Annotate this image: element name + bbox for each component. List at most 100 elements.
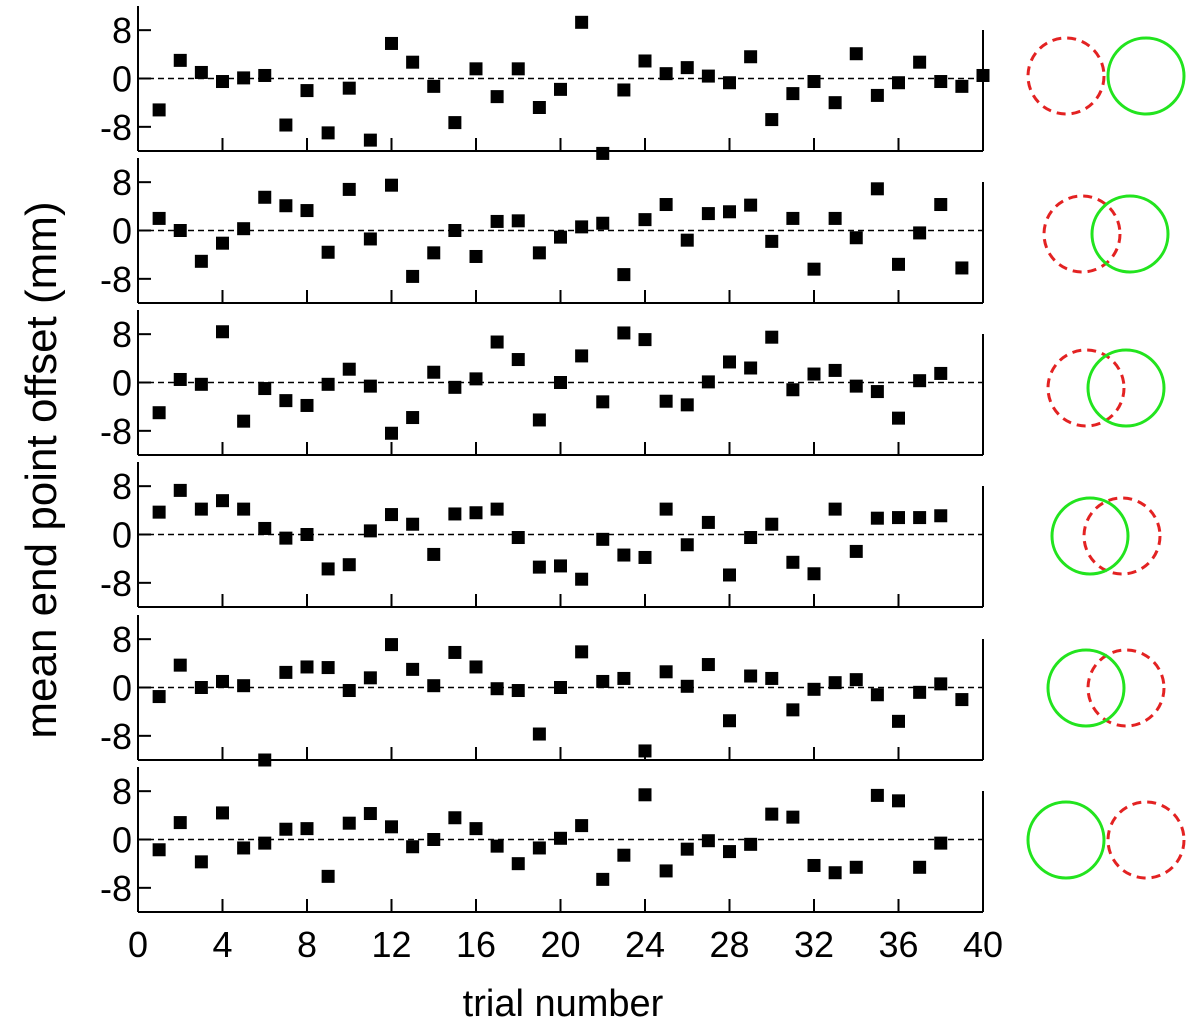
data-point [638,333,652,347]
green-solid-circle [1046,648,1126,728]
data-point [342,684,356,698]
data-point [321,377,335,391]
x-tick-label: 24 [625,924,665,965]
data-point [807,75,821,89]
data-point [279,118,293,132]
data-point [849,544,863,558]
data-point [596,146,610,160]
data-point [532,841,546,855]
data-point [363,807,377,821]
scatter-panel-4: 8 0 -8 [100,462,984,608]
data-point [469,249,483,263]
data-point [617,548,631,562]
data-point [554,681,567,694]
data-point [659,198,673,212]
data-point [321,245,335,259]
data-point [596,216,610,230]
data-point [575,15,589,29]
data-point [828,502,842,516]
data-point [870,511,884,525]
data-point [913,374,927,388]
data-point [723,355,736,369]
scatter-panel-2: 8 0 -8 [100,158,984,304]
data-point [363,133,377,147]
data-point [237,679,251,693]
data-point [490,335,504,349]
data-point [934,75,948,89]
data-point [279,394,293,408]
data-point [300,822,314,836]
data-point [427,547,441,561]
data-point [532,246,546,260]
x-tick-label: 16 [456,924,496,965]
data-point [701,207,715,221]
data-point [596,532,610,546]
data-point [638,213,652,227]
data-point [617,268,631,282]
data-point [237,502,251,516]
data-point [342,816,356,830]
data-point [194,65,208,79]
data-point [723,568,736,582]
data-point [849,231,863,245]
data-point [638,54,652,68]
data-point [342,558,356,572]
data-point [913,226,927,240]
data-point [723,76,736,90]
data-point [173,372,187,386]
data-point [448,811,462,825]
data-point [765,671,779,685]
y-tick-label: 0 [112,211,132,252]
y-tick-label: 0 [112,363,132,404]
data-point [892,794,905,808]
data-point [976,68,990,82]
data-point [744,837,758,851]
data-point [363,671,377,685]
data-point [596,674,610,688]
x-tick-label: 32 [794,924,834,965]
data-point [786,383,800,397]
data-point [554,831,567,845]
data-point [870,182,884,196]
data-point [892,511,905,525]
data-point [744,531,758,545]
data-point [194,254,208,268]
data-point [237,414,251,428]
target-circle-diagrams [1026,36,1186,880]
data-point [934,677,948,691]
data-point [701,515,715,529]
data-point [807,858,821,872]
data-point [849,673,863,687]
data-point [490,682,504,696]
data-point [807,262,821,276]
data-point [807,567,821,581]
data-point [406,517,420,531]
data-point [786,703,800,717]
circle-pair-6 [1026,800,1186,880]
data-point [617,326,631,340]
data-point [258,753,272,767]
x-tick-label: 36 [878,924,918,965]
green-solid-circle [1050,496,1130,576]
data-point [490,839,504,853]
circle-pair-1 [1026,36,1186,116]
data-point [511,857,525,871]
data-point [321,661,335,675]
data-point [765,234,779,248]
data-point [300,528,314,541]
data-point [617,848,631,862]
data-point [258,836,272,850]
green-solid-circle [1086,348,1166,428]
data-point [300,398,314,412]
data-point [532,413,546,427]
data-point [532,560,546,574]
data-point [258,68,272,82]
data-point [828,96,842,110]
data-point [237,222,251,236]
data-point [554,82,567,96]
scatter-panel-5: 8 0 -8 [100,615,984,767]
data-point [258,382,272,396]
data-point [216,674,229,688]
data-point [659,864,673,878]
